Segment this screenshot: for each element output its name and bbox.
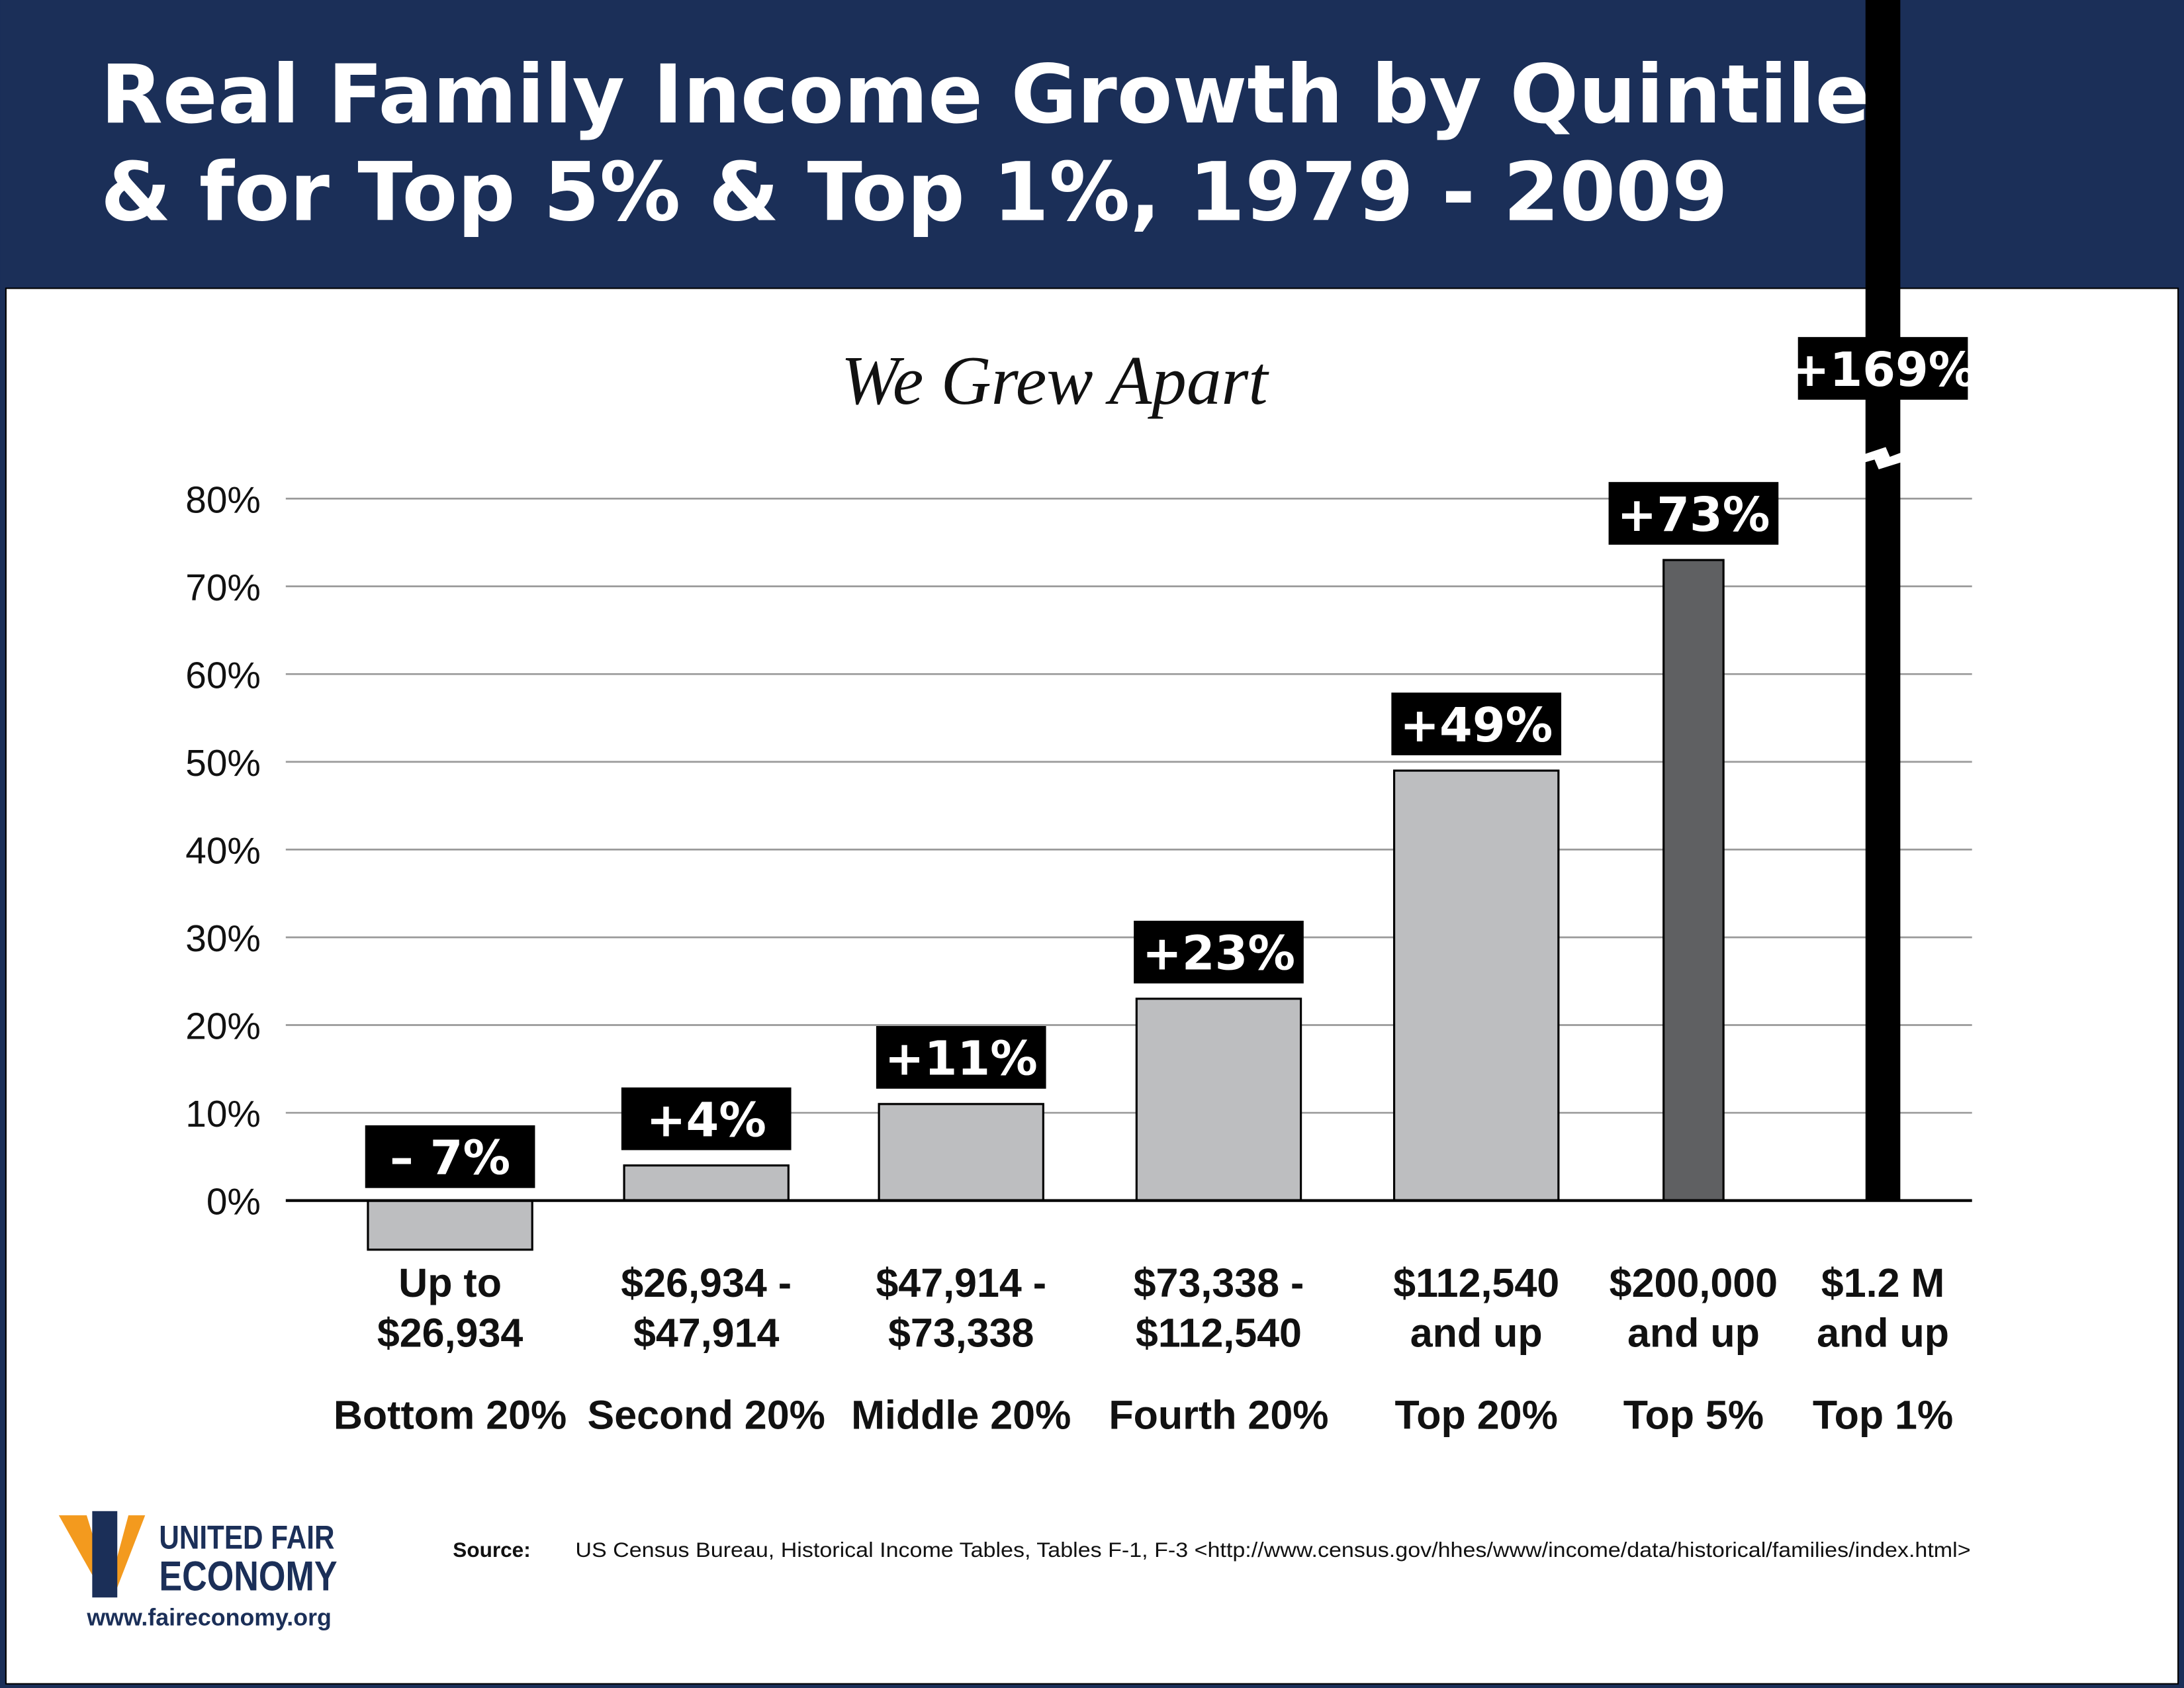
income-range-label: and up	[1817, 1311, 1949, 1356]
x-axis-labels: Up to $26,934 Bottom 20% $26,934 - $47,914 Se…	[334, 1260, 1953, 1438]
data-label-text: +4%	[647, 1092, 766, 1147]
data-label-text: – 7%	[390, 1131, 510, 1186]
data-label: +49%	[1391, 692, 1562, 755]
income-range-label: $26,934 -	[621, 1260, 792, 1305]
income-range-label: and up	[1627, 1311, 1760, 1356]
income-range-label: $26,934	[377, 1311, 523, 1356]
bars	[367, 0, 1901, 1251]
category-label: Top 5%	[1623, 1393, 1764, 1438]
income-range-label: $112,540	[1393, 1260, 1559, 1305]
category-label: Fourth 20%	[1109, 1393, 1328, 1438]
data-label-box	[365, 1125, 535, 1188]
logo-letters	[92, 1511, 118, 1598]
y-tick-label: 0%	[206, 1182, 261, 1223]
bar-top-5-	[1662, 559, 1725, 1202]
data-label-text: +73%	[1617, 487, 1770, 542]
income-range-label: $112,540	[1136, 1311, 1302, 1356]
data-label: +4%	[621, 1087, 792, 1150]
source-text: US Census Bureau, Historical Income Tabl…	[575, 1538, 1970, 1562]
chart-subtitle: We Grew Apart	[841, 342, 1270, 419]
income-range-label: Up to	[398, 1260, 502, 1305]
logo-text-line1: UNITED FAIR	[159, 1519, 334, 1556]
data-label: – 7%	[365, 1125, 535, 1188]
data-label-box	[621, 1087, 792, 1150]
data-label-box	[1391, 692, 1562, 755]
y-tick-label: 70%	[185, 567, 261, 609]
data-labels: – 7% +4% +11% +23% +49% +73% +169%	[365, 337, 1976, 1188]
data-label-box	[876, 1025, 1046, 1089]
title-line-1: Real Family Income Growth by Quintile	[101, 48, 1870, 142]
chart-panel	[5, 287, 2179, 1685]
data-label-box	[1134, 920, 1304, 984]
ufe-logo: UNITED FAIR ECONOMY	[58, 1511, 338, 1600]
y-tick-label: 60%	[185, 655, 261, 696]
category-label: Second 20%	[588, 1393, 825, 1438]
bar-bottom-20-	[367, 1199, 533, 1251]
website-url: www.faireconomy.org	[86, 1604, 331, 1630]
y-tick-label: 50%	[185, 743, 261, 784]
y-tick-label: 80%	[185, 479, 261, 521]
data-label-box	[1797, 337, 1968, 400]
y-tick-label: 30%	[185, 918, 261, 960]
y-tick-label: 20%	[185, 1006, 261, 1048]
axis-break-mark	[1864, 447, 1901, 470]
data-label: +23%	[1134, 920, 1304, 984]
data-label-text: +49%	[1400, 698, 1553, 753]
y-axis-ticks: 0% 10% 20% 30% 40% 50% 60% 70% 80%	[185, 479, 261, 1223]
income-range-label: $47,914	[633, 1311, 780, 1356]
data-label-text: +23%	[1142, 926, 1295, 981]
income-range-label: $73,338	[888, 1311, 1034, 1356]
income-range-label: $1.2 M	[1821, 1260, 1945, 1305]
y-tick-label: 10%	[185, 1094, 261, 1135]
data-label: +73%	[1608, 482, 1779, 545]
bar-fourth-20-	[1135, 998, 1302, 1202]
logo-text-line2: ECONOMY	[159, 1554, 337, 1600]
data-label-text: +169%	[1790, 342, 1976, 397]
category-label: Middle 20%	[851, 1393, 1071, 1438]
income-range-label: and up	[1410, 1311, 1543, 1356]
data-label: +11%	[876, 1025, 1046, 1089]
bar-top-1-	[1865, 0, 1901, 1201]
data-label-text: +11%	[885, 1031, 1038, 1086]
income-range-label: $47,914 -	[876, 1260, 1046, 1305]
category-label: Bottom 20%	[334, 1393, 567, 1438]
bar-top-20-	[1392, 769, 1560, 1202]
title-line-2: & for Top 5% & Top 1%, 1979 - 2009	[101, 145, 1728, 239]
data-label: +169%	[1790, 337, 1976, 400]
income-range-label: $73,338 -	[1134, 1260, 1304, 1305]
bar-second-20-	[623, 1164, 790, 1202]
data-label-box	[1608, 482, 1779, 545]
bar-middle-20-	[878, 1103, 1044, 1202]
source-label: Source:	[453, 1538, 530, 1562]
logo-orange-right	[109, 1515, 146, 1595]
category-label: Top 20%	[1395, 1393, 1558, 1438]
income-range-label: $200,000	[1610, 1260, 1778, 1305]
category-label: Top 1%	[1813, 1393, 1953, 1438]
y-tick-label: 40%	[185, 830, 261, 872]
